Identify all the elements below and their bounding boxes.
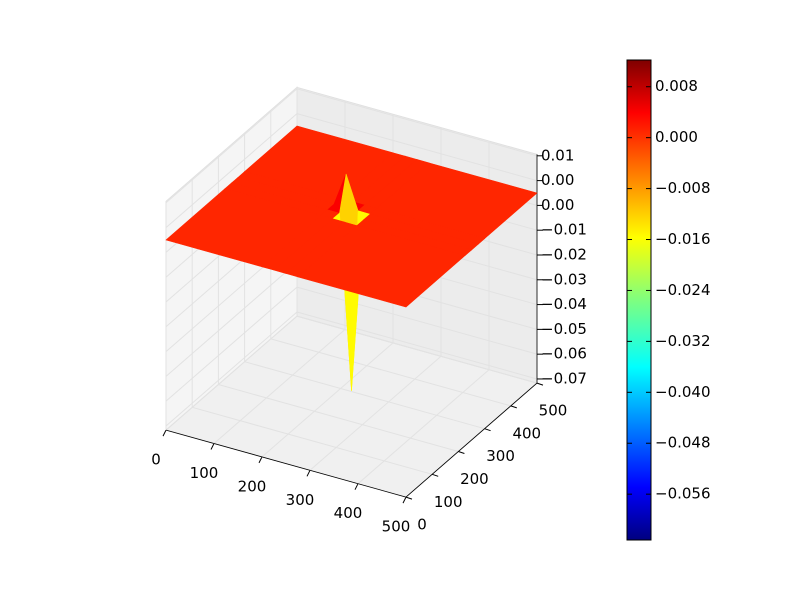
colorbar: 0.008 0.000 −0.008 −0.016 −0.024 −0.032 −0.040…	[626, 59, 711, 541]
grid-line	[165, 113, 298, 228]
colorbar-tick-label: −0.016	[655, 230, 711, 248]
x-tick	[306, 470, 311, 477]
grid-line	[309, 355, 442, 471]
grid-line	[296, 311, 538, 380]
surface-cell	[297, 225, 466, 308]
grid-line	[296, 315, 538, 384]
x-tick	[162, 429, 167, 437]
colorbar-tick-label: −0.048	[655, 434, 711, 452]
y-tick	[536, 382, 544, 386]
grid-line	[357, 369, 490, 485]
z-tick-label: −0.04	[541, 295, 587, 313]
grid-line	[296, 113, 538, 182]
z-tick-label: −0.03	[541, 270, 587, 288]
x-tick-label: 200	[238, 477, 267, 495]
x-tick	[210, 443, 215, 450]
colorbar-tick-label: −0.008	[655, 179, 711, 197]
colorbar-tick-label: −0.056	[655, 485, 711, 503]
grid-line	[244, 361, 485, 430]
colorbar-tick-label: −0.024	[655, 281, 711, 299]
y-tick-label: 500	[539, 402, 568, 420]
colorbar-gradient	[626, 59, 652, 541]
z-tick-label: 0.00	[541, 196, 574, 214]
grid-line	[270, 338, 511, 407]
colorbar-tick-label: −0.032	[655, 332, 711, 350]
z-tick-label: −0.02	[541, 245, 587, 263]
colorbar-tick-label: 0.008	[655, 77, 698, 95]
y-tick	[432, 473, 439, 477]
x-axis	[165, 429, 407, 498]
y-axis	[405, 382, 538, 498]
grid-line	[192, 406, 433, 475]
x-tick-label: 300	[286, 491, 315, 509]
y-tick	[484, 428, 491, 432]
grid-line	[165, 261, 298, 377]
y-tick	[458, 451, 465, 454]
x-tick-label: 500	[382, 518, 411, 536]
z-tick-label: −0.07	[541, 369, 587, 387]
y-tick-label: 400	[512, 424, 541, 442]
y-tick	[510, 405, 517, 409]
colorbar-tick-label: −0.040	[655, 383, 711, 401]
grid-line	[296, 88, 538, 157]
z-tick-label: 0.00	[541, 171, 574, 189]
grid-line	[261, 342, 394, 458]
z-tick-label: −0.05	[541, 320, 587, 338]
colorbar-tick-label: 0.000	[655, 128, 698, 146]
grid-line	[165, 315, 298, 431]
x-tick-label: 400	[334, 504, 363, 522]
grid-line	[296, 286, 538, 355]
z-tick-label: −0.01	[541, 221, 587, 239]
z-tick-label: 0.01	[541, 146, 574, 164]
y-tick	[405, 496, 413, 500]
x-tick-label: 100	[190, 464, 219, 482]
x-tick	[258, 456, 263, 464]
x-tick-label: 0	[151, 451, 161, 469]
y-tick-label: 100	[434, 493, 463, 511]
x-tick	[354, 483, 359, 490]
y-tick-label: 300	[486, 447, 515, 465]
grid-line	[165, 286, 298, 402]
grid-line	[165, 311, 298, 427]
z-tick-label: −0.06	[541, 345, 587, 363]
grid-line	[213, 329, 346, 444]
y-tick-label: 200	[460, 470, 489, 488]
x-tick	[402, 496, 407, 504]
grid-line	[165, 88, 298, 204]
y-tick-label: 0	[417, 516, 427, 534]
grid-line	[218, 384, 459, 452]
axes-3d: 0 100 200 300 400 500 0 100 200 300 400 500 0.01 0.00…	[151, 86, 587, 536]
